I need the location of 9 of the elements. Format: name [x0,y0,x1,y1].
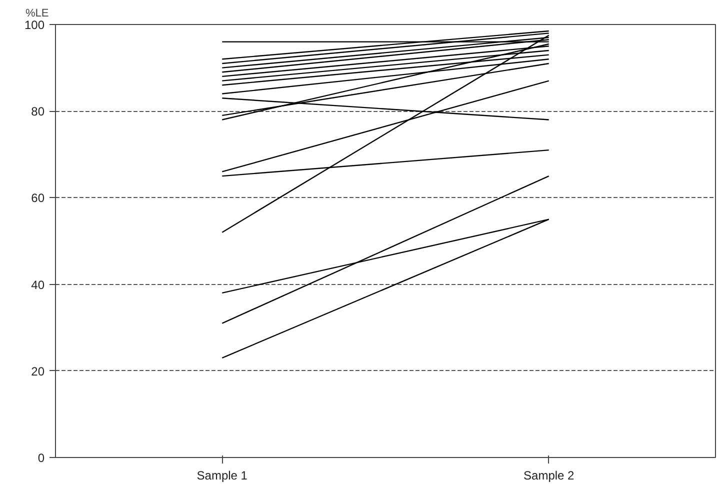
y-tick-label: 40 [31,278,45,292]
y-tick-label: 100 [24,18,45,32]
y-tick-label: 80 [31,104,45,119]
y-tick-label: 60 [31,191,45,206]
x-tick-label: Sample 2 [524,468,575,482]
y-tick-label: 0 [38,451,45,465]
y-tick-label: 20 [31,364,45,378]
y-axis-title: %LE [26,8,49,20]
x-tick-label: Sample 1 [196,468,248,482]
